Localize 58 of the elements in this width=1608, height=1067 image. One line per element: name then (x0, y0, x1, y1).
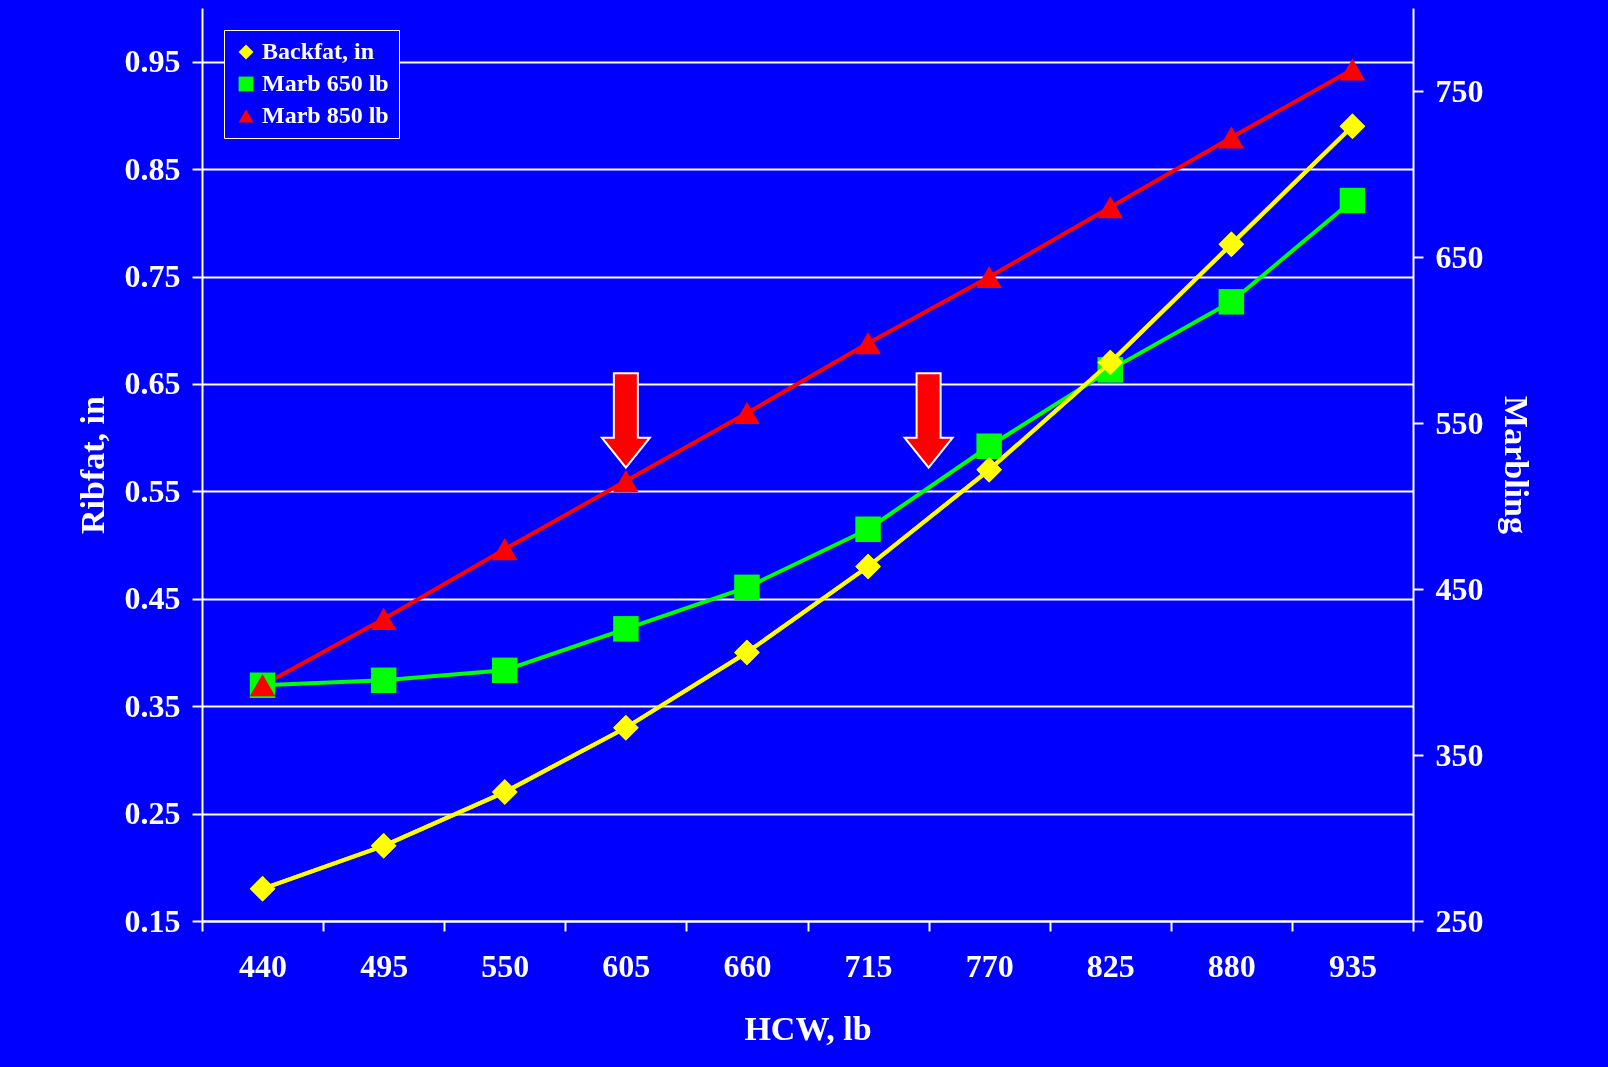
y-tick-label: 0.85 (124, 150, 181, 187)
x-tick-label: 715 (844, 947, 893, 984)
y-tick-label: 0.75 (124, 258, 181, 295)
point (613, 714, 639, 741)
point (1097, 196, 1123, 219)
y2-tick-label: 450 (1435, 570, 1484, 607)
point (1339, 113, 1366, 139)
point (855, 516, 881, 542)
y-tick-label: 0.55 (124, 472, 181, 509)
point (249, 876, 276, 902)
point (370, 607, 397, 630)
point (855, 332, 881, 355)
y-tick-label: 0.35 (124, 687, 181, 724)
point (734, 639, 760, 666)
y-tick-label: 0.15 (124, 902, 181, 939)
legend-label: Marb 850 lb (262, 102, 389, 128)
y2-axis-title: Marbling (1497, 396, 1535, 534)
y-tick-label: 0.95 (124, 43, 181, 80)
x-tick-label: 660 (723, 947, 772, 984)
point (734, 574, 760, 601)
x-tick-label: 770 (965, 947, 1014, 984)
point (370, 667, 397, 694)
y-axis-title: Ribfat, in (73, 395, 111, 534)
point (976, 433, 1002, 459)
legend-label: Backfat, in (262, 38, 375, 64)
point (855, 553, 881, 580)
legend-label: Marb 650 lb (262, 70, 389, 96)
x-tick-label: 605 (602, 947, 651, 984)
x-tick-label: 495 (360, 947, 409, 984)
point (1218, 231, 1245, 258)
point (613, 616, 639, 642)
point (1339, 58, 1366, 81)
point (1218, 289, 1245, 315)
point (1218, 126, 1245, 149)
x-tick-label: 825 (1086, 947, 1135, 984)
point (370, 833, 397, 859)
y2-tick-label: 750 (1435, 72, 1484, 109)
point (613, 470, 639, 493)
x-axis-title: HCW, lb (744, 1009, 872, 1047)
point (492, 779, 518, 805)
y-tick-label: 0.45 (124, 580, 181, 617)
point (492, 538, 518, 561)
point (492, 657, 518, 684)
y2-tick-label: 550 (1435, 404, 1484, 441)
x-tick-label: 440 (239, 947, 288, 984)
point (1339, 187, 1366, 214)
point (976, 265, 1002, 288)
y2-tick-label: 650 (1435, 238, 1484, 275)
y2-tick-label: 350 (1435, 736, 1484, 773)
y2-tick-label: 250 (1435, 902, 1484, 939)
x-tick-label: 550 (481, 947, 530, 984)
x-tick-label: 935 (1328, 947, 1377, 984)
point (734, 402, 760, 425)
point (1097, 349, 1123, 376)
x-tick-label: 880 (1207, 947, 1256, 984)
point (976, 457, 1002, 483)
y-tick-label: 0.25 (124, 795, 181, 832)
y-tick-label: 0.65 (124, 365, 181, 402)
